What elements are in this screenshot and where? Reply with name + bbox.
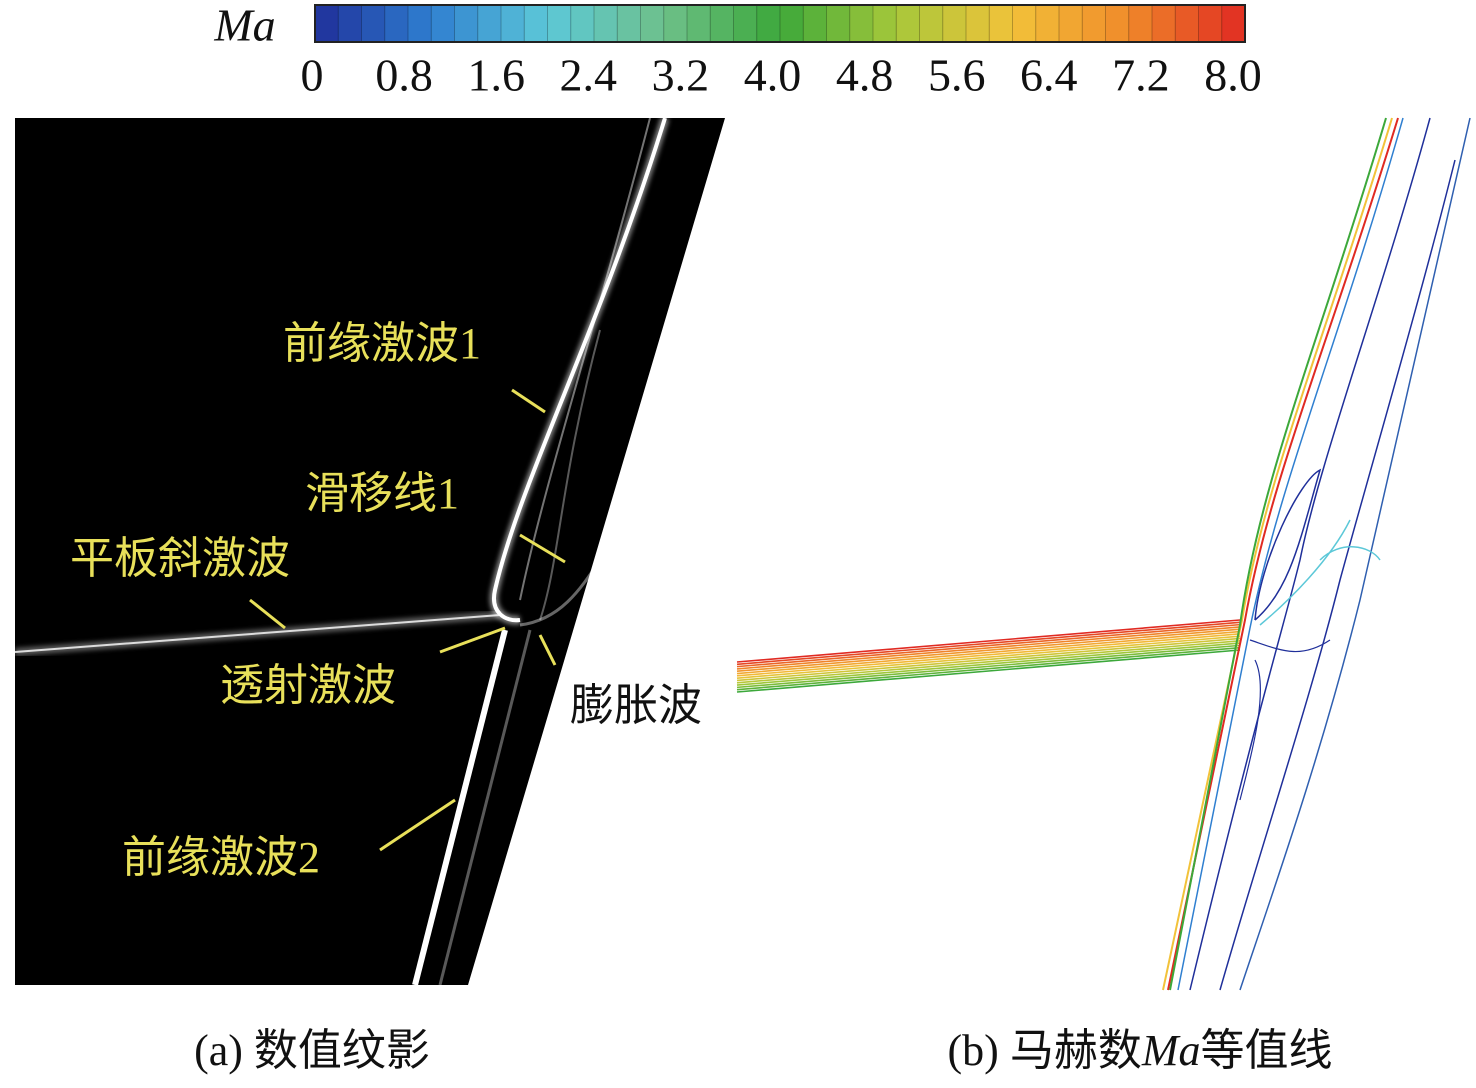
colorbar-segment	[523, 4, 549, 43]
annotation: 前缘激波2	[122, 833, 320, 882]
colorbar-segment	[1012, 4, 1037, 43]
colorbar-frame	[314, 4, 1246, 43]
colorbar-segment	[361, 4, 386, 43]
colorbar-tick-label: 3.2	[652, 50, 710, 101]
colorbar-tick-label: 8.0	[1204, 50, 1262, 101]
schlieren-panel: 前缘激波1 滑移线1 平板斜激波 透射激波 膨胀波 前缘激波2	[14, 116, 725, 986]
contour-line	[736, 637, 1241, 682]
colorbar-segment	[942, 4, 967, 43]
colorbar-segment	[686, 4, 712, 43]
colorbar-segment	[1151, 4, 1177, 43]
colorbar-segment	[500, 4, 526, 43]
colorbar-tick-label: 1.6	[467, 50, 525, 101]
colorbar-segment	[1058, 4, 1084, 43]
contour-line	[736, 628, 1241, 673]
colorbar-segment	[1035, 4, 1060, 43]
contour-line	[736, 644, 1241, 689]
colorbar-segment	[988, 4, 1014, 43]
colorbar-segment	[384, 4, 409, 43]
colorbar-tick-label: 0	[301, 50, 324, 101]
colorbar-tick-label: 4.0	[744, 50, 802, 101]
colorbar-ticks: 0 0.8 1.6 2.4 3.2 4.0 4.8 5.6 6.4 7.2 8.0	[301, 50, 1262, 101]
colorbar-segment	[570, 4, 595, 43]
contour-line	[736, 623, 1241, 668]
colorbar-segment	[872, 4, 898, 43]
colorbar-tick-label: 7.2	[1112, 50, 1170, 101]
contour-line	[736, 633, 1241, 677]
contour-line	[736, 630, 1241, 675]
contour-line	[736, 635, 1241, 679]
colorbar-segment	[477, 4, 502, 43]
colorbar-tick-label: 2.4	[560, 50, 618, 101]
colorbar	[314, 4, 1246, 43]
plate-shock-contours	[736, 619, 1241, 693]
contour-line	[736, 639, 1241, 684]
annotation: 滑移线1	[305, 469, 459, 518]
colorbar-segment	[1198, 4, 1223, 43]
colorbar-segment	[1128, 4, 1153, 43]
contour-line	[736, 626, 1241, 670]
colorbar-segment	[337, 4, 363, 43]
colorbar-segment	[407, 4, 433, 43]
colorbar-segment	[895, 4, 921, 43]
colorbar-tick-label: 4.8	[836, 50, 894, 101]
colorbar-segment	[430, 4, 456, 43]
colorbar-segment	[779, 4, 805, 43]
caption-part: 等值线	[1200, 1026, 1332, 1075]
colorbar-tick-label: 5.6	[928, 50, 986, 101]
colorbar-segment	[802, 4, 828, 43]
annotation: 透射激波	[220, 661, 396, 710]
colorbar-segment	[593, 4, 619, 43]
colorbar-segment	[1081, 4, 1107, 43]
caption-a: (a) 数值纹影	[194, 1026, 430, 1075]
colorbar-segment	[616, 4, 642, 43]
contour-line	[736, 619, 1241, 663]
schlieren-waves	[14, 116, 670, 986]
colorbar-segment	[547, 4, 572, 43]
contour-line	[736, 649, 1241, 693]
colorbar-segment	[826, 4, 851, 43]
contour-line	[736, 621, 1241, 666]
colorbar-segment	[965, 4, 991, 43]
colorbar-tick-label: 0.8	[375, 50, 433, 101]
colorbar-segment	[663, 4, 688, 43]
contour-line	[736, 646, 1241, 691]
annotation: 平板斜激波	[70, 534, 290, 583]
caption-part: (b) 马赫数	[948, 1026, 1142, 1075]
colorbar-segment	[640, 4, 665, 43]
schlieren-background	[15, 118, 725, 985]
annotation-leaders	[249, 388, 566, 852]
colorbar-segment	[733, 4, 758, 43]
caption-b: (b) 马赫数Ma等值线	[948, 1026, 1333, 1075]
caption-part: Ma	[1141, 1026, 1201, 1075]
colorbar-tick-label: 6.4	[1020, 50, 1078, 101]
contour-line	[736, 642, 1241, 686]
colorbar-label: Ma	[213, 0, 275, 51]
contour-panel	[736, 117, 1471, 991]
colorbar-segment	[1174, 4, 1200, 43]
colorbar-segment	[849, 4, 874, 43]
annotation: 前缘激波1	[283, 319, 481, 368]
colorbar-segment	[1221, 4, 1246, 43]
annotation: 膨胀波	[570, 681, 702, 730]
colorbar-segment	[919, 4, 944, 43]
colorbar-segment	[454, 4, 479, 43]
colorbar-segment	[709, 4, 735, 43]
colorbar-segment	[1105, 4, 1130, 43]
colorbar-segment	[314, 4, 340, 43]
colorbar-segment	[756, 4, 781, 43]
